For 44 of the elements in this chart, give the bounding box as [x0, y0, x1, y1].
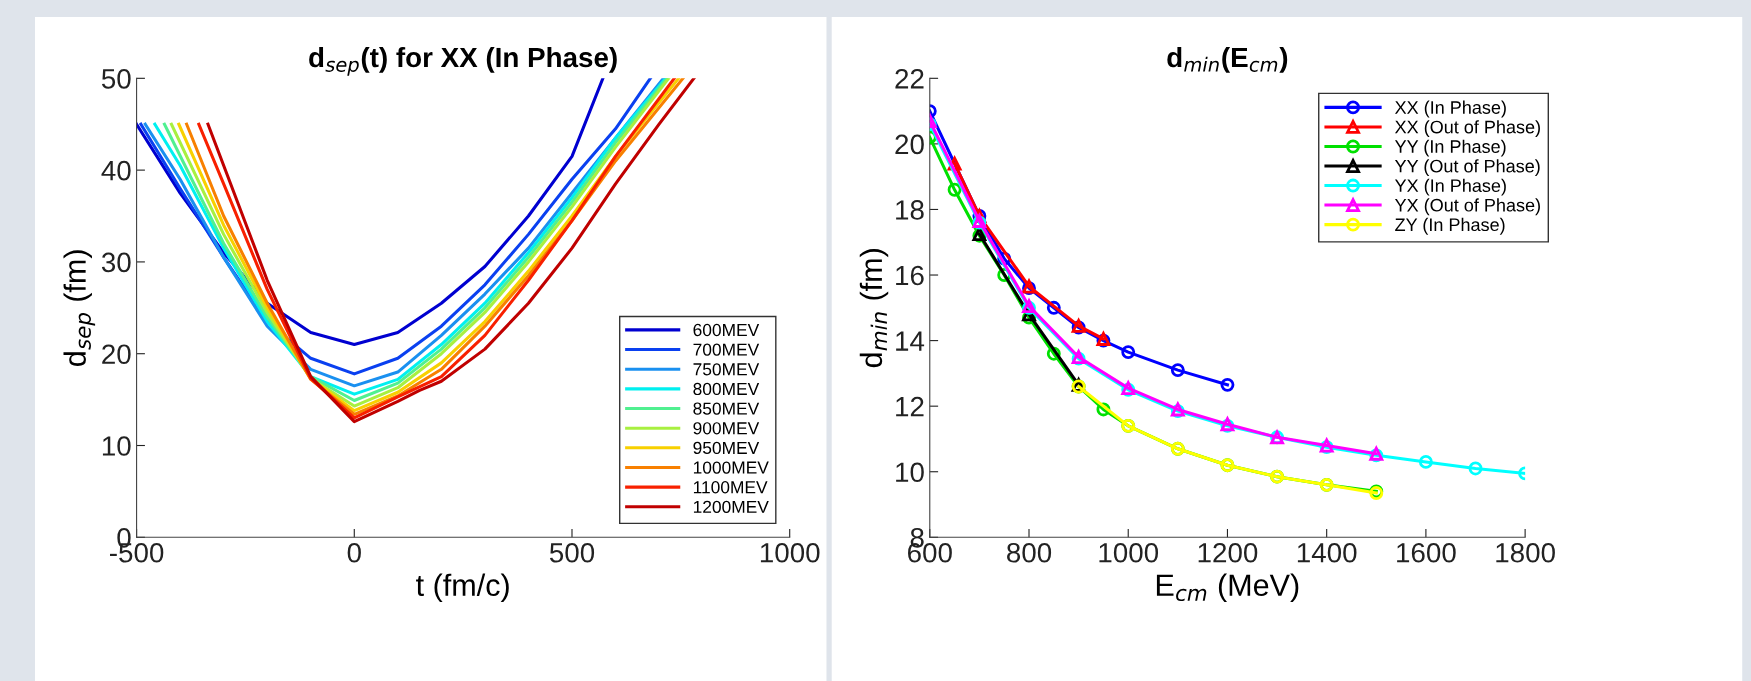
y-tick-label: 10 — [896, 462, 924, 483]
legend-label: XX (In Phase) — [1394, 100, 1506, 118]
legend-label: 850MEV — [693, 402, 760, 415]
legend-label: YX (Out of Phase) — [1394, 198, 1540, 216]
x-tick-label: 1000 — [1099, 542, 1159, 563]
legend-label: 700MEV — [693, 343, 760, 356]
legend-label: 600MEV — [693, 323, 760, 337]
y-tick-label: 20 — [895, 134, 924, 155]
y-axis-title: d$_{sep}$ (fm) — [63, 250, 96, 366]
legend-label: 1000MEV — [693, 461, 769, 474]
y-tick-label: 16 — [896, 265, 924, 286]
legend-label: 900MEV — [693, 422, 760, 435]
x-tick-label: 1200 — [1198, 542, 1258, 563]
y-tick-label: 22 — [895, 68, 924, 89]
legend-label: YY (Out of Phase) — [1394, 159, 1540, 177]
x-tick-label: 500 — [549, 542, 595, 563]
legend-label: 750MEV — [693, 363, 760, 376]
y-tick-label: 10 — [102, 436, 131, 456]
y-tick-label: 50 — [101, 68, 131, 89]
legend-label: ZY (In Phase) — [1395, 217, 1505, 235]
y-tick-label: 12 — [896, 396, 924, 417]
x-tick-label: 1400 — [1297, 542, 1357, 563]
x-axis-title: E$_{cm}$ (MeV) — [1156, 573, 1299, 603]
x-tick-label: 0 — [347, 542, 361, 563]
legend-label: XX (Out of Phase) — [1394, 120, 1540, 137]
legend-label: 1100MEV — [693, 481, 768, 494]
chart-title: d$_{sep}$(t) for XX (In Phase) — [309, 46, 617, 76]
x-tick-label: 800 — [1007, 542, 1052, 563]
y-tick-label: 14 — [896, 331, 925, 351]
y-tick-label: 20 — [102, 344, 131, 365]
x-axis-title: t (fm/c) — [416, 573, 509, 603]
legend-label: YX (In Phase) — [1394, 178, 1506, 196]
x-tick-label: 1600 — [1397, 542, 1456, 563]
x-tick-label: 1000 — [760, 542, 820, 563]
y-tick-label: 40 — [101, 160, 131, 181]
legend-label: 800MEV — [693, 382, 760, 396]
y-tick-label: 18 — [896, 200, 924, 220]
legend-label: 950MEV — [693, 441, 760, 455]
legend-label: YY (In Phase) — [1394, 139, 1506, 157]
y-axis-title: d$_{min}$ (fm) — [859, 249, 889, 368]
x-tick-label: 1800 — [1496, 542, 1555, 563]
chart-title: d$_{min}$(E$_{cm}$) — [1167, 46, 1288, 73]
legend-label: 1200MEV — [693, 500, 769, 514]
y-tick-label: 30 — [101, 252, 131, 273]
